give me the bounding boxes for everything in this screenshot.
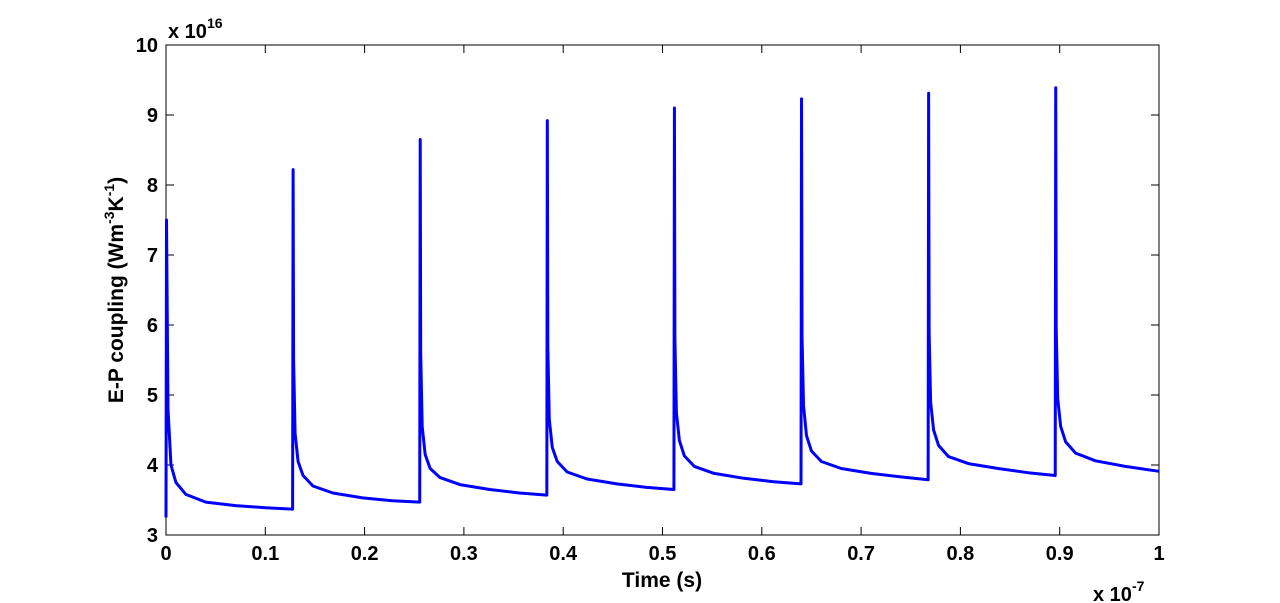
- series-line: [164, 86, 1160, 518]
- x-tick-label: 0.9: [1046, 543, 1074, 565]
- x-tick-label: 0.2: [351, 543, 379, 565]
- x-tick-label: 0.8: [946, 543, 974, 565]
- y-axis-label: E-P coupling (Wm-3K-1): [101, 177, 128, 403]
- x-tick-label: 0.6: [748, 543, 776, 565]
- y-tick-label: 4: [147, 455, 159, 477]
- y-tick-label: 8: [147, 175, 158, 197]
- x-tick-label: 1: [1153, 543, 1164, 565]
- y-axis-label-end: ): [105, 177, 128, 184]
- x-tick-label: 0.7: [847, 543, 875, 565]
- x-tick-label: 0.5: [649, 543, 677, 565]
- x-multiplier-exp: -7: [1132, 578, 1145, 594]
- x-multiplier-base: x 10: [1093, 584, 1132, 603]
- plot-area: [165, 44, 1160, 536]
- x-tick-label: 0.1: [251, 543, 279, 565]
- y-axis-label-exp2: -1: [101, 184, 117, 197]
- y-tick-label: 10: [136, 35, 158, 57]
- y-axis-label-exp1: -3: [101, 211, 117, 224]
- x-tick-label: 0: [160, 543, 171, 565]
- y-multiplier-base: x 10: [168, 21, 207, 43]
- y-tick-label: 3: [147, 525, 158, 547]
- y-tick-label: 6: [147, 315, 158, 337]
- y-tick-label: 9: [147, 105, 158, 127]
- x-multiplier: x 10-7: [1093, 578, 1145, 603]
- y-axis-label-mid: K: [105, 196, 128, 211]
- x-axis-label: Time (s): [622, 569, 702, 592]
- x-tick-label: 0.4: [549, 543, 578, 565]
- x-ticks: 0 0.1 0.2 0.3 0.4 0.5 0.6 0.7 0.8 0.9 1: [160, 45, 1165, 565]
- y-axis-label-base: E-P coupling (Wm: [105, 224, 128, 403]
- y-tick-label: 5: [147, 385, 158, 407]
- y-multiplier-exp: 16: [207, 15, 223, 31]
- y-ticks: 3 4 5 6 7 8 9 10: [136, 35, 1159, 547]
- y-multiplier: x 1016: [168, 15, 223, 43]
- x-tick-label: 0.3: [450, 543, 478, 565]
- y-tick-label: 7: [147, 245, 158, 267]
